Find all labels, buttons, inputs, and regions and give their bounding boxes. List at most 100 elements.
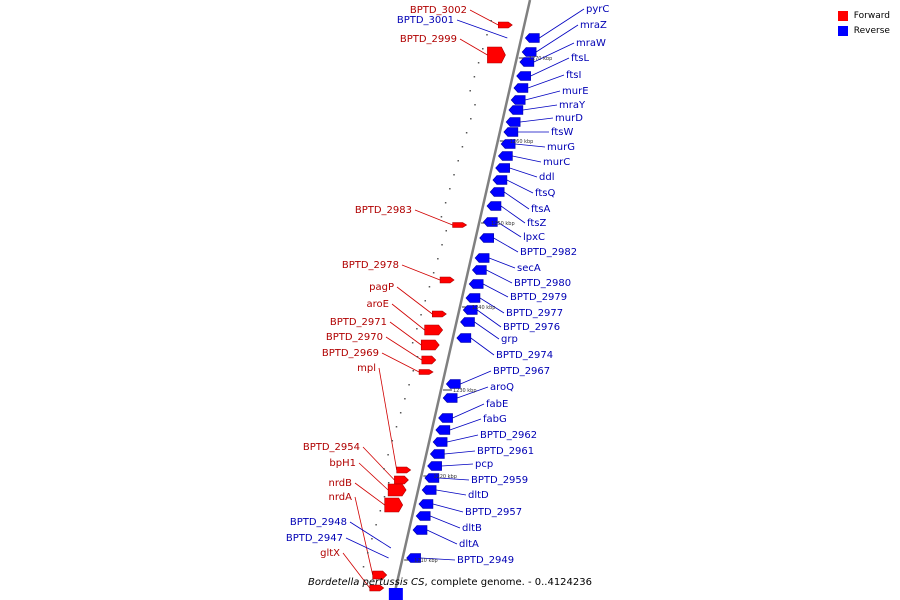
- reverse-gene-label: murD: [555, 113, 583, 124]
- reverse-gene-leader: [438, 477, 470, 481]
- reverse-gene-label: BPTD_2982: [520, 247, 577, 258]
- reverse-gene-arrow: [505, 117, 521, 127]
- map-tick: [473, 76, 476, 78]
- reverse-gene-arrow: [438, 413, 453, 423]
- forward-gene-arrow: [369, 584, 385, 592]
- map-tick: [371, 538, 373, 540]
- reverse-gene-arrow: [513, 83, 529, 93]
- reverse-gene-leader: [509, 167, 538, 178]
- forward-gene-label: nrdB: [329, 478, 353, 489]
- forward-gene-label: gltX: [320, 548, 340, 559]
- reverse-gene-arrow: [412, 525, 428, 535]
- reverse-gene-leader: [500, 205, 526, 224]
- map-tick: [477, 62, 480, 64]
- map-tick: [387, 482, 390, 484]
- map-tick: [461, 146, 464, 148]
- reverse-gene-label: BPTD_2949: [457, 555, 514, 566]
- reverse-gene-arrow: [445, 379, 461, 389]
- caption-organism: Bordetella pertussis CS: [308, 577, 425, 588]
- forward-gene-arrow: [432, 310, 447, 318]
- reverse-gene-label: BPTD_2967: [493, 366, 550, 377]
- reverse-gene-label: ftsL: [571, 53, 589, 64]
- reverse-gene-leader: [520, 117, 554, 123]
- reverse-gene-leader: [456, 19, 508, 39]
- reverse-gene-arrow: [497, 151, 513, 161]
- map-tick: [387, 454, 389, 456]
- forward-gene-leader: [391, 303, 425, 331]
- reverse-gene-label: murE: [562, 86, 589, 97]
- reverse-gene-leader: [430, 515, 461, 529]
- reverse-gene-arrow: [474, 253, 490, 263]
- forward-gene-leader: [354, 496, 374, 576]
- scale-label: 1210 kbp: [414, 558, 438, 564]
- reverse-gene-arrow: [489, 187, 505, 197]
- reverse-gene-label: BPTD_2974: [496, 350, 553, 361]
- caption-suffix: , complete genome. - 0..4124236: [424, 577, 593, 588]
- reverse-gene-leader: [533, 42, 575, 63]
- reverse-gene-label: dltD: [468, 490, 489, 501]
- reverse-gene-label: murC: [543, 157, 570, 168]
- forward-gene-leader: [358, 462, 389, 491]
- reverse-gene-leader: [470, 337, 495, 356]
- reverse-gene-leader: [349, 521, 392, 549]
- reverse-gene-arrow: [418, 499, 434, 509]
- forward-gene-label: BPTD_2970: [326, 332, 383, 343]
- legend: Forward Reverse: [837, 8, 890, 38]
- legend-label-reverse: Reverse: [853, 25, 890, 36]
- reverse-gene-label: fabE: [486, 399, 508, 410]
- forward-gene-arrow: [394, 475, 409, 485]
- forward-gene-label: bpH1: [329, 458, 356, 469]
- reverse-gene-leader: [506, 179, 534, 194]
- map-tick: [440, 216, 443, 218]
- reverse-gene-label: fabG: [483, 414, 507, 425]
- map-tick: [469, 90, 471, 92]
- legend-item-reverse: Reverse: [837, 23, 890, 38]
- reverse-gene-label: ftsW: [551, 127, 573, 138]
- reverse-gene-label: BPTD_2980: [514, 278, 571, 289]
- reverse-gene-label: grp: [501, 334, 518, 345]
- forward-gene-arrow: [396, 466, 412, 474]
- reverse-gene-leader: [503, 191, 530, 210]
- map-tick: [383, 496, 386, 498]
- forward-gene-label: BPTD_2954: [303, 442, 360, 453]
- reverse-gene-label: BPTD_2947: [286, 533, 343, 544]
- forward-gene-label: BPTD_2978: [342, 260, 399, 271]
- reverse-gene-arrow: [495, 163, 510, 173]
- reverse-gene-leader: [515, 143, 546, 148]
- map-tick: [391, 440, 394, 442]
- forward-gene-label: nrdA: [329, 492, 353, 503]
- reverse-gene-leader: [488, 257, 516, 269]
- reverse-gene-arrow: [479, 233, 494, 243]
- reverse-gene-label: ftsA: [531, 204, 550, 215]
- scale-label: 1230 kbp: [453, 388, 477, 394]
- reverse-gene-arrow: [510, 95, 526, 105]
- reverse-gene-leader: [474, 321, 500, 340]
- forward-gene-arrow: [497, 21, 513, 29]
- reverse-gene-label: ftsQ: [535, 188, 555, 199]
- reverse-gene-leader: [444, 450, 476, 455]
- forward-gene-arrow: [372, 570, 388, 580]
- map-tick: [416, 356, 419, 358]
- forward-gene-arrow: [384, 497, 404, 513]
- map-tick: [437, 258, 439, 260]
- reverse-gene-leader: [497, 221, 522, 238]
- reverse-gene-label: ftsZ: [527, 218, 546, 229]
- forward-gene-label: BPTD_2983: [355, 205, 412, 216]
- reverse-gene-arrow: [503, 127, 519, 137]
- reverse-gene-arrow: [508, 105, 524, 115]
- scale-label: 1240 kbp: [472, 305, 496, 311]
- map-tick: [411, 342, 414, 344]
- forward-gene-leader: [414, 209, 453, 226]
- map-tick: [482, 48, 484, 50]
- reverse-gene-label: BPTD_2976: [503, 322, 560, 333]
- map-tick: [453, 174, 455, 176]
- reverse-gene-leader: [436, 489, 467, 496]
- reverse-gene-label: mraY: [559, 100, 586, 111]
- reverse-gene-leader: [512, 155, 542, 163]
- map-tick: [486, 34, 488, 36]
- forward-gene-label: mpl: [357, 363, 376, 374]
- reverse-gene-leader: [482, 283, 509, 298]
- reverse-swatch: [837, 25, 848, 36]
- reverse-gene-arrow: [442, 393, 458, 403]
- reverse-gene-leader: [420, 557, 456, 561]
